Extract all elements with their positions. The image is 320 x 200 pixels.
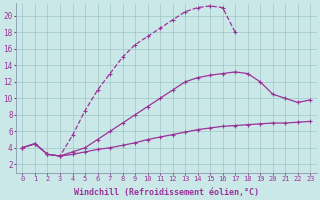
X-axis label: Windchill (Refroidissement éolien,°C): Windchill (Refroidissement éolien,°C) — [74, 188, 259, 197]
